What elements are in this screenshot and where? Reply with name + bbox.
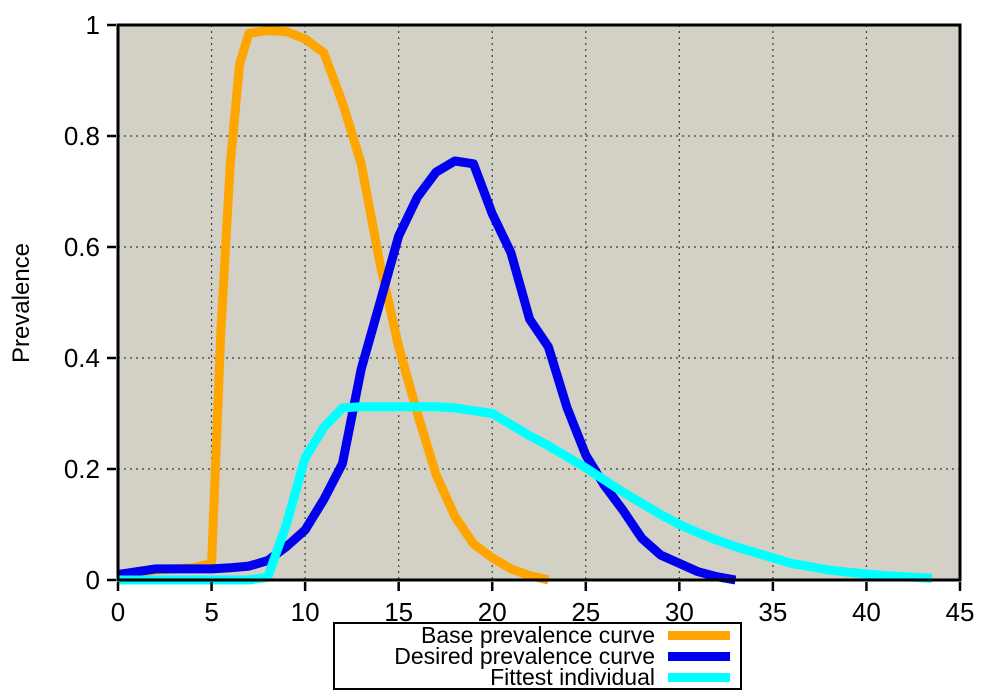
x-tick-label: 35: [758, 597, 787, 627]
legend-swatch-base-prevalence: [668, 630, 730, 640]
legend-item-desired-prevalence: Desired prevalence curve: [335, 642, 730, 669]
plot-border: [116, 23, 962, 582]
y-tick-label: 1: [86, 10, 100, 40]
legend-box: Base prevalence curve Desired prevalence…: [333, 622, 742, 690]
y-tick-label: 0.2: [64, 454, 100, 484]
x-tick-label: 5: [204, 597, 218, 627]
legend-swatch-desired-prevalence: [668, 651, 730, 661]
plot-area: [118, 25, 960, 580]
y-tick-label: 0.8: [64, 121, 100, 151]
legend-item-fittest-individual: Fittest individual: [335, 663, 730, 690]
legend-label-base-prevalence: Base prevalence curve: [421, 621, 655, 648]
y-tick-label: 0.4: [64, 343, 100, 373]
legend-item-base-prevalence: Base prevalence curve: [335, 621, 730, 648]
y-tick-label: 0.6: [64, 232, 100, 262]
legend-label-fittest-individual: Fittest individual: [490, 663, 655, 690]
x-tick-label: 40: [852, 597, 881, 627]
x-tick-label: 10: [291, 597, 320, 627]
y-tick-label: 0: [86, 565, 100, 595]
x-tick-label: 0: [111, 597, 125, 627]
legend-swatch-fittest-individual: [668, 672, 730, 682]
legend-label-desired-prevalence: Desired prevalence curve: [394, 642, 655, 669]
curve-desired-prevalence-curve: [117, 156, 737, 585]
x-tick-label: 45: [946, 597, 975, 627]
y-axis-title: Prevalence: [8, 242, 35, 364]
